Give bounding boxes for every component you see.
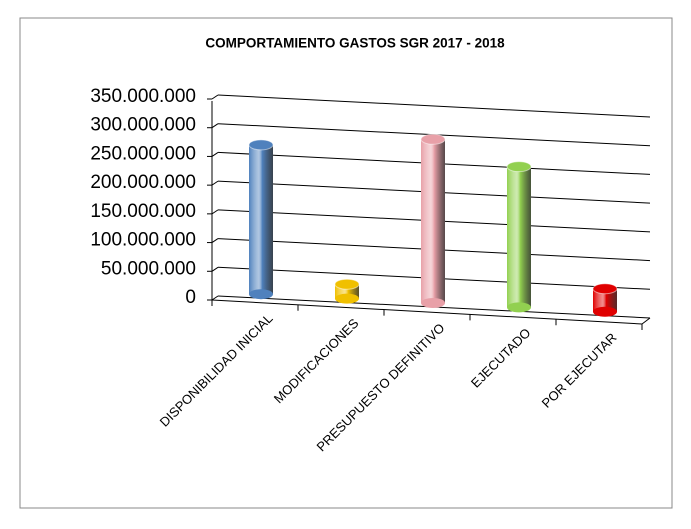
y-tick-label: 50.000.000 (101, 258, 196, 279)
y-tick-label: 100.000.000 (90, 230, 196, 251)
bar (420, 133, 446, 308)
grid-line (211, 209, 219, 215)
grid-line (211, 152, 219, 157)
y-tick-label: 200.000.000 (90, 172, 196, 193)
grid-line (211, 238, 219, 243)
grid-line (217, 94, 651, 118)
chart-title: COMPORTAMIENTO GASTOS SGR 2017 - 2018 (205, 36, 505, 51)
grid-line (211, 123, 219, 129)
bar (592, 283, 618, 317)
grid-line (211, 295, 219, 301)
x-axis (641, 317, 651, 325)
bar (334, 278, 360, 304)
bar (506, 161, 532, 313)
y-tick-label: 0 (185, 287, 196, 308)
y-tick-label: 350.000.000 (90, 86, 196, 107)
grid-line (211, 94, 219, 100)
y-tick-label: 250.000.000 (90, 143, 196, 164)
grid-line (211, 180, 219, 186)
bar (248, 139, 274, 300)
x-axis (211, 299, 643, 325)
y-tick-label: 300.000.000 (90, 115, 196, 136)
y-tick-label: 150.000.000 (90, 201, 196, 222)
chart-frame (19, 17, 673, 509)
grid-line (211, 266, 219, 272)
